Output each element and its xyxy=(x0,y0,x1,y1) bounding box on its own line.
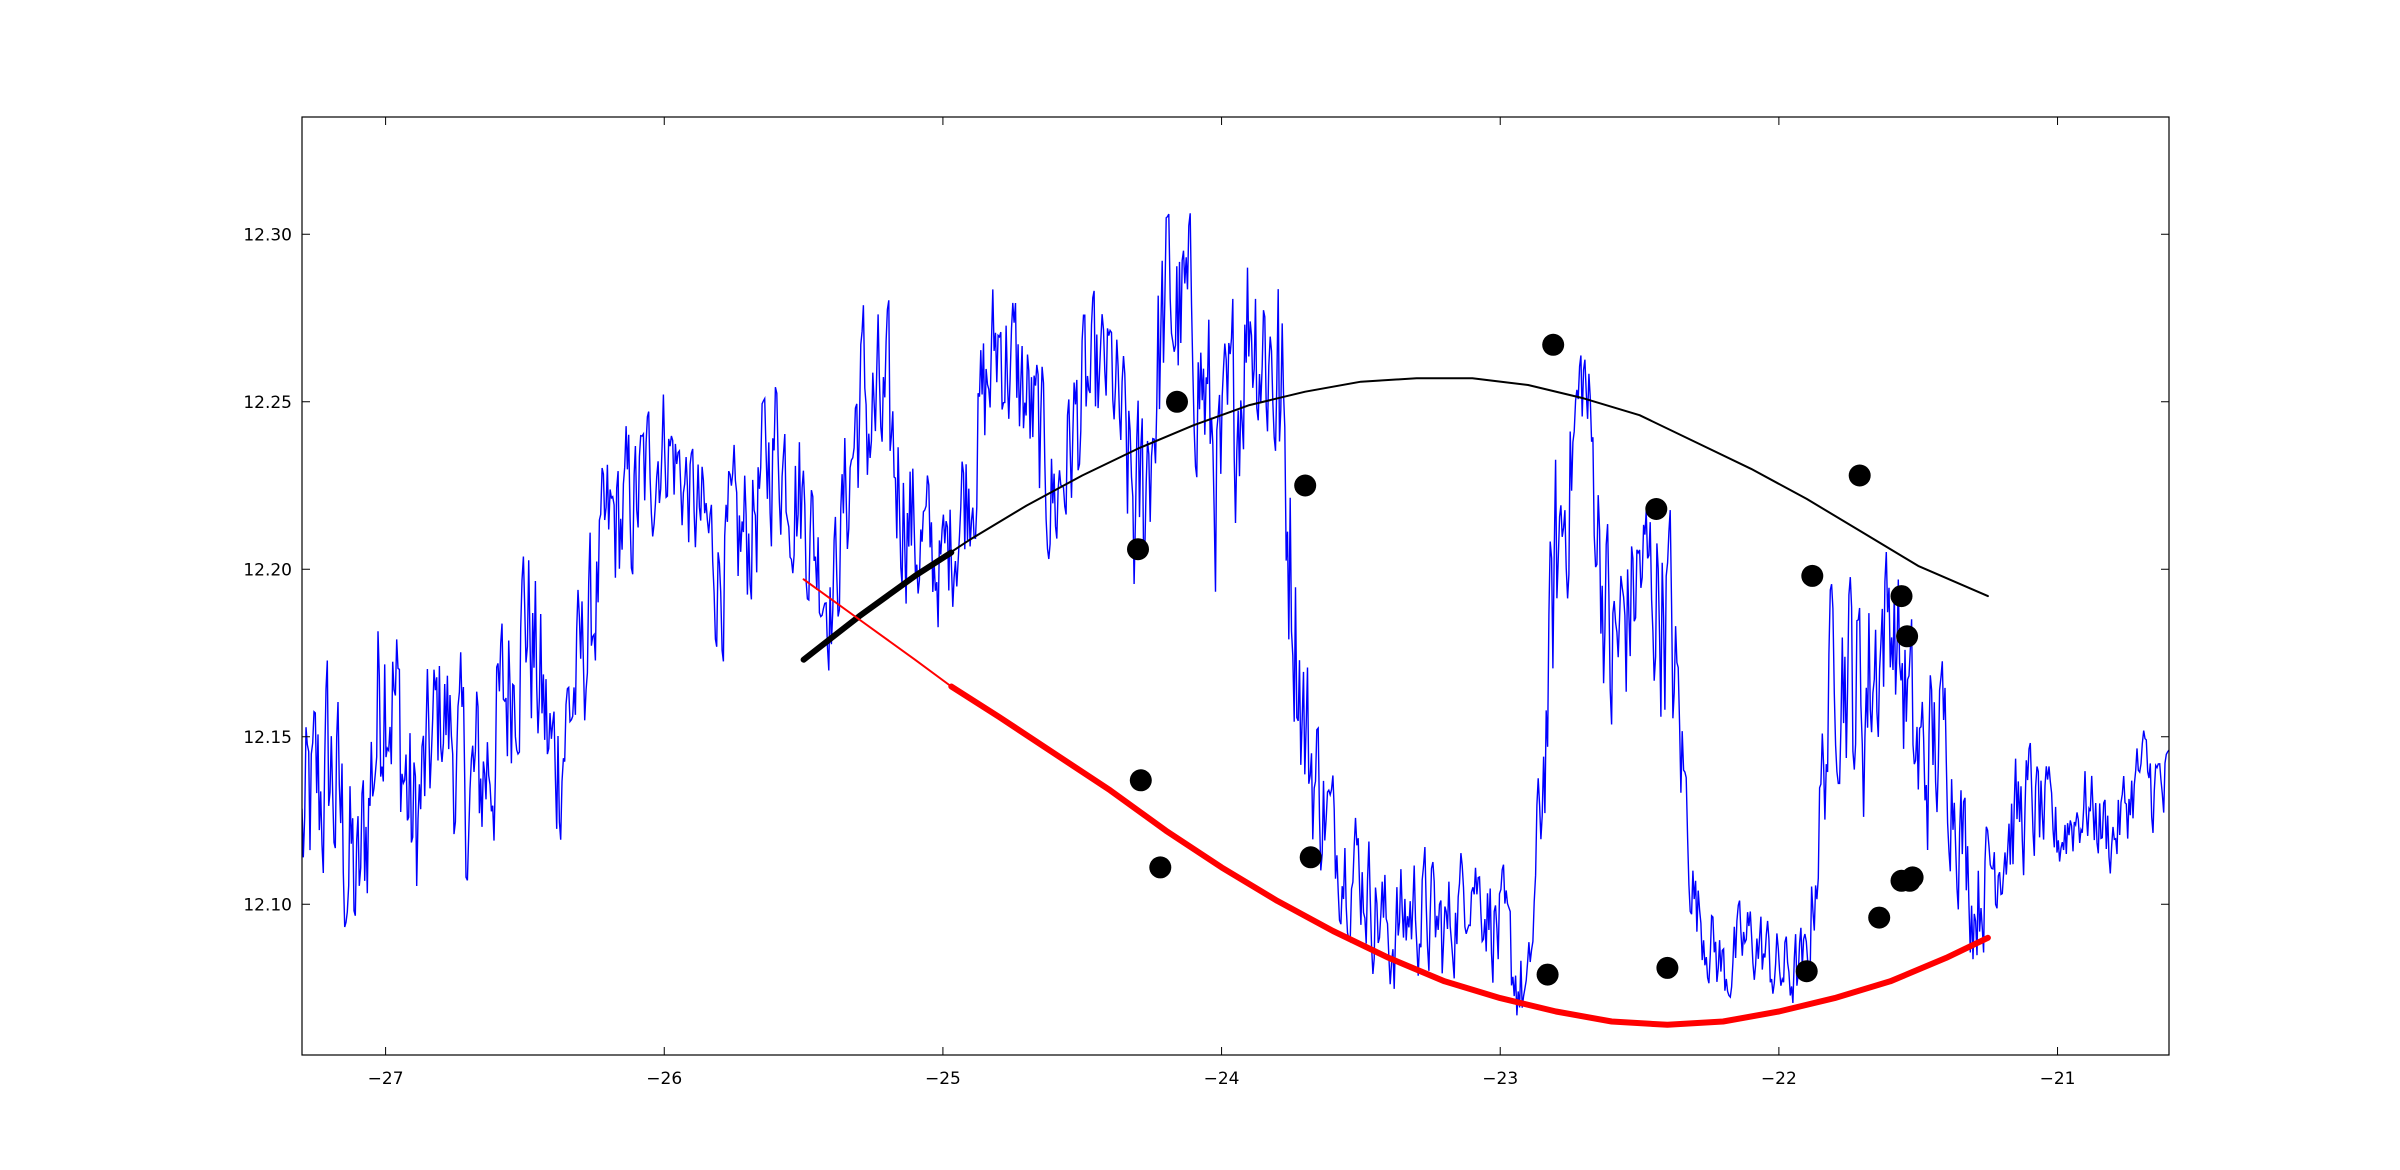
fit-line-1 xyxy=(802,377,1989,661)
marker-point xyxy=(1166,390,1188,413)
marker-point xyxy=(1656,956,1679,979)
plot-frame xyxy=(301,116,2170,1056)
y-tick-label: 12.20 xyxy=(243,560,292,580)
marker-point xyxy=(1149,856,1172,879)
y-tick-label: 12.15 xyxy=(243,728,292,748)
marker-point xyxy=(1848,464,1871,487)
thick-fit-line-4 xyxy=(948,683,1991,1028)
marker-point xyxy=(1299,846,1322,869)
marker-point xyxy=(1801,564,1824,587)
noisy-series-line xyxy=(302,213,2169,1016)
x-tick-label: −27 xyxy=(368,1069,404,1089)
x-tick-label: −26 xyxy=(646,1069,682,1089)
marker-point xyxy=(1896,625,1919,648)
axis-ticks: −27 −26 −25 −24 −23 −22 −21 12.10 12.15 12.20 12.2… xyxy=(243,117,2169,1089)
marker-point xyxy=(1890,585,1913,608)
x-tick-label: −25 xyxy=(925,1069,961,1089)
plot-area xyxy=(302,213,2169,1028)
x-tick-label: −21 xyxy=(2040,1069,2076,1089)
y-tick-label: 12.30 xyxy=(243,225,292,245)
x-tick-label: −22 xyxy=(1761,1069,1797,1089)
y-tick-label: 12.10 xyxy=(243,895,292,915)
fit-line-3 xyxy=(802,578,953,688)
marker-point xyxy=(1129,769,1152,792)
marker-point xyxy=(1868,906,1891,929)
marker-point xyxy=(1645,498,1668,520)
marker-point xyxy=(1294,474,1317,497)
marker-point xyxy=(1536,963,1559,986)
x-tick-label: −23 xyxy=(1482,1069,1518,1089)
thick-fit-line-2 xyxy=(800,549,955,663)
y-tick-label: 12.25 xyxy=(243,393,292,413)
x-tick-label: −24 xyxy=(1204,1069,1240,1089)
marker-point xyxy=(1542,333,1565,356)
marker-point xyxy=(1901,866,1924,889)
marker-point xyxy=(1795,960,1818,983)
marker-point xyxy=(1127,538,1149,561)
